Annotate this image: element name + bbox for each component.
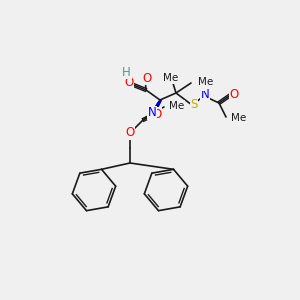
Text: Me: Me <box>231 113 246 123</box>
Text: O: O <box>142 71 152 85</box>
Text: O: O <box>230 88 238 100</box>
Text: H: H <box>122 65 131 79</box>
Text: O: O <box>125 127 135 140</box>
Text: O: O <box>152 107 162 121</box>
Text: S: S <box>190 98 198 112</box>
Text: N: N <box>201 88 209 101</box>
Text: N: N <box>148 106 156 119</box>
Text: O: O <box>124 76 134 89</box>
Text: Me: Me <box>164 73 178 83</box>
Text: Me: Me <box>198 77 213 87</box>
Text: H: H <box>198 77 206 91</box>
Text: Me: Me <box>169 101 184 111</box>
